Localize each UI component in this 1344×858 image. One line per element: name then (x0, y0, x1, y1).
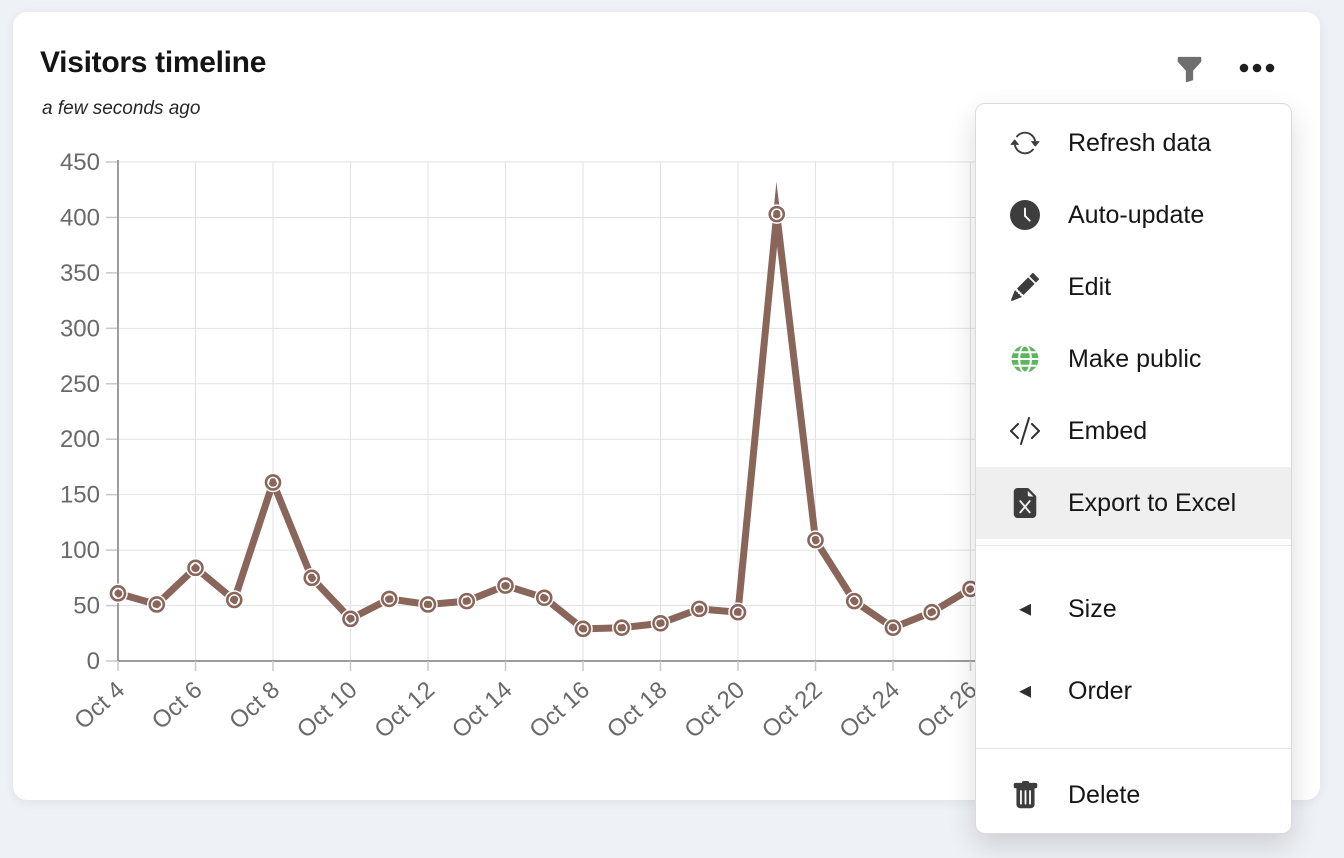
menu-item-label: Export to Excel (1068, 488, 1237, 517)
menu-item-auto-update[interactable]: Auto-update (976, 179, 1291, 251)
globe-icon (1009, 343, 1041, 375)
data-point-marker[interactable] (652, 614, 669, 632)
menu-item-label: Order (1068, 676, 1132, 705)
menu-item-label: Embed (1068, 416, 1148, 445)
menu-divider (976, 748, 1291, 749)
clock-icon (1009, 199, 1041, 231)
menu-item-embed[interactable]: Embed (976, 395, 1291, 467)
data-point-marker[interactable] (225, 591, 243, 609)
widget-last-updated: a few seconds ago (42, 98, 201, 119)
menu-item-delete[interactable]: Delete (976, 761, 1291, 829)
data-point-marker[interactable] (845, 592, 863, 610)
menu-item-label: Delete (1068, 780, 1141, 809)
data-point-marker[interactable] (923, 603, 941, 621)
menu-divider (976, 545, 1291, 546)
data-point-marker[interactable] (535, 589, 553, 607)
menu-section-layout: ◂ Size ◂ Order (976, 552, 1291, 742)
menu-section-actions: Refresh data Auto-update Edit Make publi… (976, 104, 1291, 539)
data-point-marker[interactable] (419, 596, 437, 613)
submenu-left-arrow-icon: ◂ (1018, 677, 1032, 704)
data-point-marker[interactable] (884, 619, 902, 637)
excel-file-icon (1009, 487, 1041, 519)
data-point-marker[interactable] (768, 205, 786, 223)
menu-item-size[interactable]: ◂ Size (976, 568, 1291, 650)
data-point-marker[interactable] (729, 603, 747, 621)
data-point-marker[interactable] (574, 620, 592, 638)
trash-icon (1009, 779, 1041, 811)
data-point-marker[interactable] (807, 531, 824, 549)
widget-title: Visitors timeline (40, 46, 267, 79)
data-point-marker[interactable] (109, 585, 127, 602)
menu-section-danger: Delete (976, 755, 1291, 833)
menu-item-label: Auto-update (1068, 200, 1205, 229)
widget-context-menu: Refresh data Auto-update Edit Make publi… (975, 103, 1292, 834)
data-point-marker[interactable] (458, 592, 476, 610)
ellipsis-icon (1239, 62, 1275, 77)
data-point-marker[interactable] (497, 577, 514, 594)
data-point-marker[interactable] (380, 590, 398, 608)
data-point-marker[interactable] (148, 596, 166, 613)
data-point-marker[interactable] (690, 600, 708, 618)
menu-item-order[interactable]: ◂ Order (976, 650, 1291, 732)
menu-item-label: Edit (1068, 272, 1112, 301)
menu-item-label: Refresh data (1068, 128, 1212, 157)
funnel-icon (1173, 53, 1205, 85)
pencil-icon (1009, 271, 1041, 303)
data-point-marker[interactable] (187, 559, 204, 577)
refresh-icon (1009, 127, 1041, 159)
widget-toolbar (1171, 52, 1277, 86)
data-point-marker[interactable] (342, 610, 359, 628)
submenu-left-arrow-icon: ◂ (1018, 595, 1032, 622)
menu-item-label: Make public (1068, 344, 1202, 373)
menu-item-edit[interactable]: Edit (976, 251, 1291, 323)
data-point-marker[interactable] (303, 569, 321, 587)
data-point-marker[interactable] (613, 619, 631, 637)
widget-menu-button[interactable] (1237, 52, 1277, 86)
menu-item-refresh-data[interactable]: Refresh data (976, 107, 1291, 179)
menu-item-make-public[interactable]: Make public (976, 323, 1291, 395)
menu-item-export-to-excel[interactable]: Export to Excel (976, 467, 1291, 539)
filter-button[interactable] (1171, 52, 1207, 86)
menu-item-label: Size (1068, 594, 1117, 623)
code-icon (1009, 415, 1041, 447)
data-point-marker[interactable] (264, 474, 282, 491)
